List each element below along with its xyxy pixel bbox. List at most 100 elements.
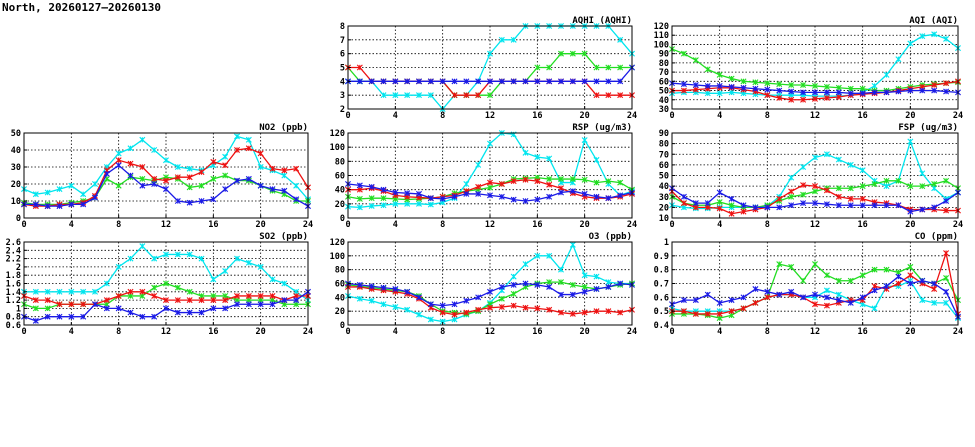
data-point xyxy=(451,92,458,99)
x-tick-label: 12 xyxy=(810,327,820,337)
data-point xyxy=(115,157,122,164)
data-point xyxy=(895,177,902,184)
data-point xyxy=(931,181,938,187)
data-point xyxy=(534,64,541,71)
data-point xyxy=(692,82,699,89)
x-tick-label: 16 xyxy=(208,327,218,337)
chart-so2: 0 4 8 12 16 20 24 0.60.811.21.41.61.822.22.42.6… xyxy=(6,232,313,337)
y-tick-label: 60 xyxy=(335,280,345,290)
data-point xyxy=(163,157,169,164)
page-title: North, 20260127–20260130 xyxy=(2,1,161,14)
data-point xyxy=(558,78,564,85)
data-point xyxy=(245,292,252,299)
data-point xyxy=(174,309,181,316)
data-point xyxy=(593,92,600,99)
data-point xyxy=(680,297,687,304)
data-point xyxy=(847,185,854,192)
data-point xyxy=(174,251,181,258)
data-point xyxy=(823,89,830,96)
data-point xyxy=(907,138,914,145)
y-tick-label: 30 xyxy=(659,193,669,203)
data-point xyxy=(487,192,493,199)
data-point xyxy=(44,189,51,196)
data-point xyxy=(617,36,624,43)
data-point xyxy=(380,301,387,308)
x-tick-label: 0 xyxy=(669,111,674,121)
data-point xyxy=(812,200,818,207)
data-point xyxy=(943,35,950,42)
data-point xyxy=(859,272,866,279)
data-point xyxy=(404,78,411,85)
data-point xyxy=(487,184,493,191)
data-point xyxy=(368,202,375,209)
data-point xyxy=(234,292,240,299)
data-point xyxy=(680,193,687,200)
data-point xyxy=(581,283,588,290)
data-point xyxy=(800,82,807,89)
data-point xyxy=(281,172,288,179)
data-point xyxy=(44,203,51,210)
data-point xyxy=(510,290,517,297)
data-point xyxy=(546,176,553,183)
data-point xyxy=(269,292,276,299)
data-point xyxy=(569,50,576,57)
data-point xyxy=(44,313,51,320)
data-point xyxy=(534,281,541,288)
data-point xyxy=(871,82,878,89)
y-tick-label: 0 xyxy=(16,214,21,224)
y-tick-label: 40 xyxy=(11,146,21,156)
series-blue xyxy=(21,288,311,324)
y-tick-label: 40 xyxy=(335,293,345,303)
data-point xyxy=(127,145,134,152)
data-point xyxy=(56,301,63,308)
data-point xyxy=(704,310,711,317)
data-point xyxy=(704,200,711,207)
data-point xyxy=(416,92,422,99)
data-point xyxy=(919,277,926,284)
data-point xyxy=(463,92,470,99)
data-point xyxy=(871,266,878,273)
data-point xyxy=(617,309,624,316)
data-point xyxy=(871,202,878,209)
data-point xyxy=(823,294,830,301)
data-point xyxy=(163,297,169,304)
data-point xyxy=(245,145,252,152)
data-point xyxy=(487,50,493,57)
data-point xyxy=(392,304,399,311)
y-tick-label: 3 xyxy=(340,91,345,101)
data-point xyxy=(293,165,300,172)
data-point xyxy=(522,149,529,156)
data-point xyxy=(210,175,217,182)
data-point xyxy=(222,305,229,312)
data-point xyxy=(617,64,624,71)
data-point xyxy=(558,266,564,273)
data-point xyxy=(174,174,181,181)
data-point xyxy=(198,182,205,189)
data-point xyxy=(115,182,122,189)
data-point xyxy=(740,294,747,301)
series-blue xyxy=(669,80,961,97)
y-tick-label: 30 xyxy=(659,105,669,115)
data-point xyxy=(569,291,576,298)
x-tick-label: 4 xyxy=(393,327,398,337)
data-point xyxy=(139,164,146,170)
data-point xyxy=(704,66,711,73)
data-point xyxy=(716,82,723,89)
y-tick-label: 0.8 xyxy=(654,266,669,276)
data-point xyxy=(569,241,576,248)
data-point xyxy=(281,187,288,194)
data-point xyxy=(427,195,434,202)
data-point xyxy=(68,313,75,320)
data-point xyxy=(151,147,158,153)
y-tick-label: 1.4 xyxy=(6,288,21,298)
data-point xyxy=(919,33,926,40)
data-point xyxy=(788,288,795,295)
data-point xyxy=(764,86,771,93)
y-tick-label: 10 xyxy=(659,214,669,224)
data-point xyxy=(32,201,39,208)
data-point xyxy=(510,78,517,85)
data-point xyxy=(716,299,723,306)
data-point xyxy=(463,181,470,187)
data-point xyxy=(617,280,624,287)
